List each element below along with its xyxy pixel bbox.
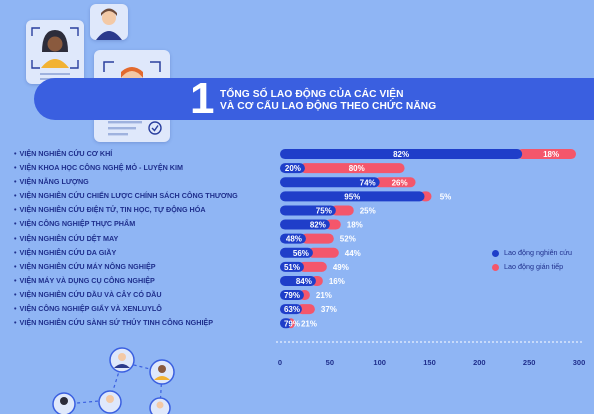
bar-research	[280, 233, 306, 244]
category-label: • VIỆN NGHIÊN CỨU DẦU VÀ CÂY CÓ DẦU	[14, 289, 162, 299]
bar-indirect	[374, 177, 416, 188]
data-label-indirect: 21%	[316, 291, 332, 300]
x-tick-label: 150	[423, 358, 436, 367]
category-label: • VIỆN NGHIÊN CỨU DỆT MAY	[14, 233, 119, 243]
title-banner	[34, 78, 594, 120]
bar-research	[280, 304, 302, 315]
legend-item-research: Lao động nghiên cứu	[492, 246, 572, 260]
bar-research	[280, 177, 380, 188]
section-number: 1	[190, 74, 215, 123]
legend-item-indirect: Lao động gián tiếp	[492, 260, 572, 274]
title-line-1: TỔNG SỐ LAO ĐỘNG CỦA CÁC VIỆN	[220, 89, 404, 100]
data-label-indirect: 44%	[345, 249, 361, 258]
bar-indirect	[517, 149, 577, 160]
bar-research	[280, 290, 304, 301]
x-tick-label: 250	[523, 358, 536, 367]
data-label-indirect: 5%	[440, 192, 452, 201]
data-label-research: 51%	[284, 263, 300, 272]
category-label: • VIỆN NGHIÊN CỨU ĐIỆN TỬ, TIN HỌC, TỰ ĐỘ…	[14, 205, 206, 215]
bar-research	[280, 163, 305, 174]
legend-swatch	[492, 249, 499, 257]
bar-indirect	[330, 205, 354, 216]
data-label-indirect: 49%	[333, 263, 349, 272]
bar-research	[280, 261, 304, 272]
data-label-research: 82%	[393, 150, 409, 159]
category-labels: • VIỆN NGHIÊN CỨU CƠ KHÍ • VIỆN KHOA HỌC C…	[14, 147, 284, 330]
avatar-card-woman	[26, 20, 84, 84]
category-label: • VIỆN NĂNG LƯỢNG	[14, 177, 89, 187]
x-tick-label: 300	[573, 358, 586, 367]
data-label-research: 20%	[285, 164, 301, 173]
data-label-research: 74%	[360, 178, 376, 187]
legend-swatch	[492, 263, 499, 271]
bar-research	[280, 205, 336, 216]
data-label-research: 63%	[284, 305, 300, 314]
data-label-research: 75%	[316, 206, 332, 215]
bar-research	[280, 275, 316, 286]
bar-research	[280, 191, 425, 202]
data-label-indirect: 25%	[360, 206, 376, 215]
data-label-indirect: 18%	[347, 221, 363, 230]
category-label: • VIỆN CÔNG NGHIỆP GIẤY VÀ XENLUYLÔ	[14, 304, 162, 314]
data-label-research: 84%	[296, 277, 312, 286]
data-label-indirect: 80%	[349, 164, 365, 173]
bar-research	[280, 247, 313, 258]
data-label-research: 95%	[344, 192, 360, 201]
page-title: TỔNG SỐ LAO ĐỘNG CỦA CÁC VIỆN VÀ CƠ CẤU …	[220, 89, 436, 113]
bar-indirect	[296, 304, 315, 315]
category-label: • VIỆN NGHIÊN CỨU CƠ KHÍ	[14, 149, 113, 158]
chart-legend: Lao động nghiên cứu Lao động gián tiếp	[492, 246, 572, 274]
category-label: • VIỆN MÁY VÀ DỤNG CỤ CÔNG NGHIỆP	[14, 275, 155, 285]
title-line-2: VÀ CƠ CẤU LAO ĐỘNG THEO CHỨC NĂNG	[220, 101, 437, 112]
category-label: • VIỆN CÔNG NGHIỆP THỰC PHẨM	[14, 219, 136, 229]
bar-indirect	[307, 247, 339, 258]
bar-research	[280, 318, 292, 329]
data-label-research: 79%	[284, 291, 300, 300]
data-label-research: 82%	[310, 221, 326, 230]
category-label: • VIỆN KHOA HỌC CÔNG NGHỆ MỎ - LUYỆN KIM	[14, 163, 183, 173]
bar-indirect	[299, 163, 405, 174]
category-label: • VIỆN NGHIÊN CỨU MÁY NÔNG NGHIỆP	[14, 261, 156, 271]
data-label-research: 48%	[286, 235, 302, 244]
data-label-indirect: 21%	[301, 319, 317, 328]
person-icon	[96, 8, 122, 40]
data-label-research: 56%	[293, 249, 309, 258]
person-icon	[31, 27, 79, 80]
x-tick-label: 0	[278, 358, 282, 367]
category-label: • VIỆN NGHIÊN CỨU CHIẾN LƯỢC CHÍNH SÁCH C…	[14, 191, 238, 201]
avatar-card-small	[90, 4, 128, 40]
x-tick-label: 200	[473, 358, 486, 367]
bar-research	[280, 149, 523, 160]
bar-indirect	[298, 261, 327, 272]
x-tick-label: 100	[373, 358, 386, 367]
bar-indirect	[300, 233, 334, 244]
data-label-research: 79%	[284, 319, 300, 328]
category-label: • VIỆN NGHIÊN CỨU SÀNH SỨ THỦY TINH CÔNG …	[14, 318, 214, 328]
data-label-indirect: 52%	[340, 235, 356, 244]
data-label-indirect: 26%	[392, 178, 408, 187]
data-label-indirect: 37%	[321, 305, 337, 314]
category-label: • VIỆN NGHIÊN CỨU DA GIẦY	[14, 247, 117, 257]
x-tick-label: 50	[326, 358, 334, 367]
data-label-indirect: 18%	[543, 150, 559, 159]
bar-research	[280, 219, 330, 230]
data-label-indirect: 16%	[329, 277, 345, 286]
